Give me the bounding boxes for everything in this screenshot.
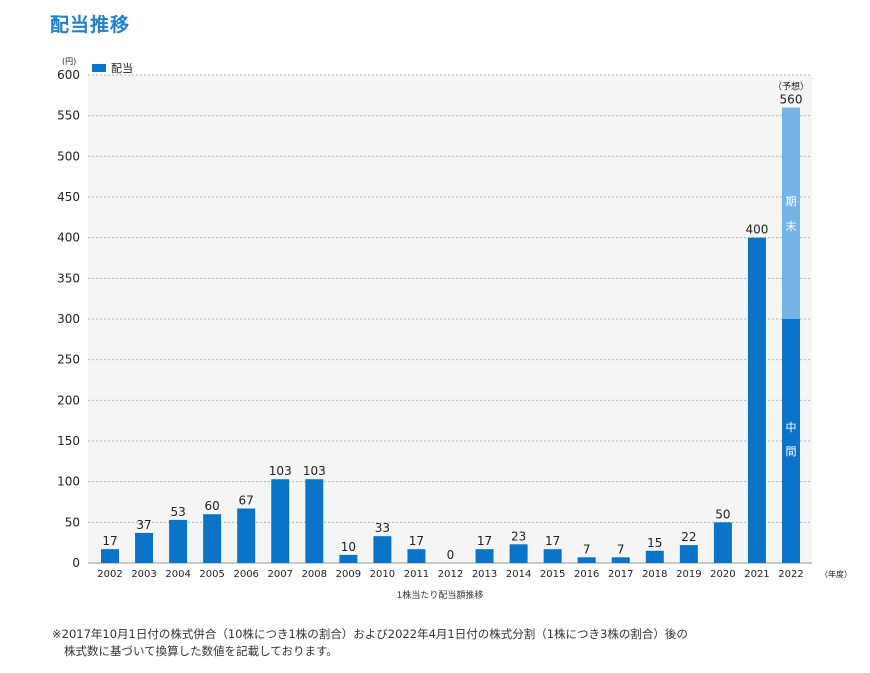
data-label: 60 — [205, 499, 220, 513]
y-tick-label: 600 — [57, 68, 80, 82]
y-tick-label: 450 — [57, 190, 80, 204]
bar-2015 — [543, 549, 562, 563]
y-tick-label: 300 — [57, 312, 80, 326]
y-tick-label: 250 — [57, 353, 80, 367]
x-tick-label: 2020 — [710, 569, 735, 580]
footnote-line-1: ※2017年10月1日付の株式併合（10株につき1株の割合）および2022年4月… — [52, 627, 688, 641]
y-tick-label: 500 — [57, 149, 80, 163]
data-label: 103 — [269, 464, 292, 478]
bar-2022-final — [782, 107, 800, 320]
segment-label-final: 期 — [786, 195, 797, 208]
y-tick-label: 550 — [57, 109, 80, 123]
bar-2010 — [373, 536, 392, 563]
x-tick-label: 2013 — [472, 569, 497, 580]
x-tick-label: 2021 — [744, 569, 769, 580]
x-tick-label: 2018 — [642, 569, 667, 580]
footnote: ※2017年10月1日付の株式併合（10株につき1株の割合）および2022年4月… — [52, 626, 688, 660]
bar-2004 — [169, 519, 188, 563]
data-label: 22 — [681, 530, 696, 544]
data-label: 10 — [341, 540, 356, 554]
x-tick-label: 2009 — [336, 569, 361, 580]
data-label: 17 — [102, 534, 117, 548]
data-label: 67 — [239, 494, 254, 508]
bar-2005 — [203, 514, 222, 563]
x-tick-label: 2015 — [540, 569, 565, 580]
data-label: 17 — [545, 534, 560, 548]
segment-label-final: 末 — [786, 219, 797, 233]
data-label: 0 — [447, 548, 455, 562]
x-tick-label: 2002 — [97, 569, 122, 580]
forecast-label: （予想） — [773, 81, 809, 93]
x-tick-label: 2017 — [608, 569, 633, 580]
data-label: 53 — [170, 505, 185, 519]
x-tick-label: 2022 — [778, 569, 803, 580]
bar-2019 — [679, 545, 698, 563]
data-label: 560 — [780, 93, 803, 107]
data-label: 15 — [647, 536, 662, 550]
bar-2008 — [305, 479, 324, 563]
x-tick-label: 2008 — [302, 569, 327, 580]
page-title: 配当推移 — [50, 14, 131, 36]
bar-2017 — [611, 557, 630, 563]
y-tick-label: 50 — [65, 515, 80, 529]
bar-2003 — [135, 532, 154, 563]
data-label: 50 — [715, 507, 730, 521]
bar-2009 — [339, 554, 358, 563]
segment-label-interim: 間 — [786, 445, 797, 458]
bar-2020 — [713, 522, 732, 563]
bar-2022 — [782, 319, 800, 563]
bar-2006 — [237, 508, 256, 563]
bar-2014 — [509, 544, 528, 563]
x-tick-label: 2004 — [165, 569, 190, 580]
y-tick-label: 150 — [57, 434, 80, 448]
bar-2021 — [747, 237, 766, 563]
y-tick-label: 0 — [72, 556, 80, 570]
bar-2013 — [475, 549, 494, 563]
x-tick-label: 2010 — [370, 569, 395, 580]
data-label: 37 — [136, 518, 151, 532]
x-tick-label: 2005 — [199, 569, 224, 580]
bar-2007 — [271, 479, 290, 563]
x-tick-label: 2011 — [404, 569, 429, 580]
data-label: 33 — [375, 521, 390, 535]
data-label: 103 — [303, 464, 326, 478]
x-tick-label: 2016 — [574, 569, 599, 580]
y-tick-label: 400 — [57, 231, 80, 245]
bar-2018 — [645, 550, 664, 563]
x-tick-label: 2012 — [438, 569, 463, 580]
data-label: 17 — [409, 534, 424, 548]
legend-label: 配当 — [111, 61, 133, 75]
data-label: 7 — [583, 542, 591, 556]
data-label: 7 — [617, 542, 625, 556]
bar-2002 — [101, 549, 119, 563]
dividend-bar-chart: 050100150200250300350400450500550600(円)配… — [57, 57, 852, 601]
x-axis-label: 1株当たり配当額推移 — [397, 589, 484, 601]
y-axis-unit: (円) — [62, 57, 76, 66]
y-tick-label: 100 — [57, 475, 80, 489]
y-tick-label: 350 — [57, 271, 80, 285]
data-label: 400 — [745, 223, 768, 237]
x-tick-label: 2003 — [131, 569, 156, 580]
x-tick-label: 2007 — [268, 569, 293, 580]
y-tick-label: 200 — [57, 393, 80, 407]
data-label: 23 — [511, 529, 526, 543]
x-axis-unit: （年度） — [820, 569, 852, 579]
x-tick-label: 2019 — [676, 569, 701, 580]
bar-2011 — [407, 549, 426, 563]
segment-label-interim: 中 — [786, 421, 797, 434]
legend-swatch — [92, 64, 106, 72]
x-tick-label: 2014 — [506, 569, 531, 580]
footnote-line-2: 株式数に基づいて換算した数値を記載しております。 — [64, 644, 338, 658]
x-tick-label: 2006 — [233, 569, 258, 580]
bar-2016 — [577, 557, 596, 563]
data-label: 17 — [477, 534, 492, 548]
